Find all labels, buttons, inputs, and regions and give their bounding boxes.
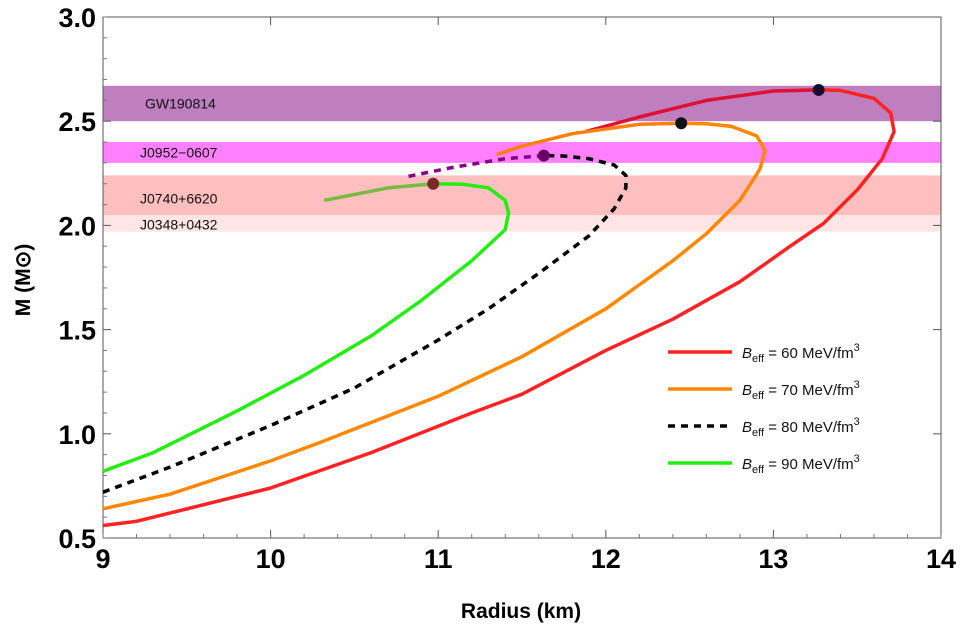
max-mass-point-90: [427, 177, 440, 190]
plot-frame: [102, 16, 942, 539]
x-tick-label: 9: [95, 544, 110, 574]
y-tick-label: 1.5: [58, 316, 96, 346]
band-label-J0740+6620: J0740+6620: [140, 190, 218, 206]
axis-ticks: 9 10 11 12 13 14 0.5 1.0 1.5 2.0 2.5 3.0: [58, 3, 956, 574]
max-mass-point-70: [675, 117, 688, 130]
y-tick-label: 2.5: [58, 107, 96, 137]
series-unstable-branch-80: [407, 153, 544, 179]
series-unstable-branch-90: [323, 181, 434, 203]
band-J0952-0607: [103, 142, 941, 163]
max-mass-point-60: [812, 83, 825, 96]
plot-border: [102, 16, 942, 539]
series-unstable-branch-70: [496, 121, 682, 157]
x-tick-label: 13: [758, 544, 788, 574]
series-line-90: [102, 181, 511, 473]
x-tick-label: 10: [256, 544, 286, 574]
legend: Beff = 60 MeV/fm3 Beff = 70 MeV/fm3 Beff =…: [668, 342, 860, 476]
observation-bands: [103, 85, 941, 232]
band-label-J0952-0607: J0952−0607: [140, 144, 218, 160]
y-tick-label: 0.5: [58, 524, 96, 554]
x-tick-label: 14: [926, 544, 956, 574]
legend-label-70: Beff = 70 MeV/fm3: [742, 379, 860, 402]
series-line-60: [102, 88, 896, 528]
y-tick-label: 2.0: [58, 211, 96, 241]
series-line-70: [102, 121, 767, 511]
x-axis-title: Radius (km): [461, 600, 581, 623]
y-axis-title: M (M⊙): [12, 244, 35, 316]
legend-label-90: Beff = 90 MeV/fm3: [742, 453, 860, 476]
series-unstable-branch-60: [585, 88, 819, 134]
legend-label-80: Beff = 80 MeV/fm3: [742, 416, 860, 439]
band-J0740+6620: [103, 175, 941, 215]
band-J0348+0432: [103, 214, 941, 232]
x-tick-label: 11: [424, 544, 453, 574]
x-tick-label: 12: [591, 544, 621, 574]
band-label-J0348+0432: J0348+0432: [140, 216, 218, 232]
series-curves: [102, 88, 896, 528]
legend-label-60: Beff = 60 MeV/fm3: [742, 342, 860, 365]
y-tick-label: 3.0: [58, 3, 96, 33]
max-mass-markers: [427, 83, 825, 190]
series-line-80: [102, 153, 628, 494]
max-mass-point-80: [537, 149, 550, 162]
band-label-GW190814: GW190814: [145, 95, 216, 111]
y-tick-label: 1.0: [58, 420, 96, 450]
band-labels: GW190814 J0952−0607 J0740+6620 J0348+0432: [140, 95, 218, 232]
